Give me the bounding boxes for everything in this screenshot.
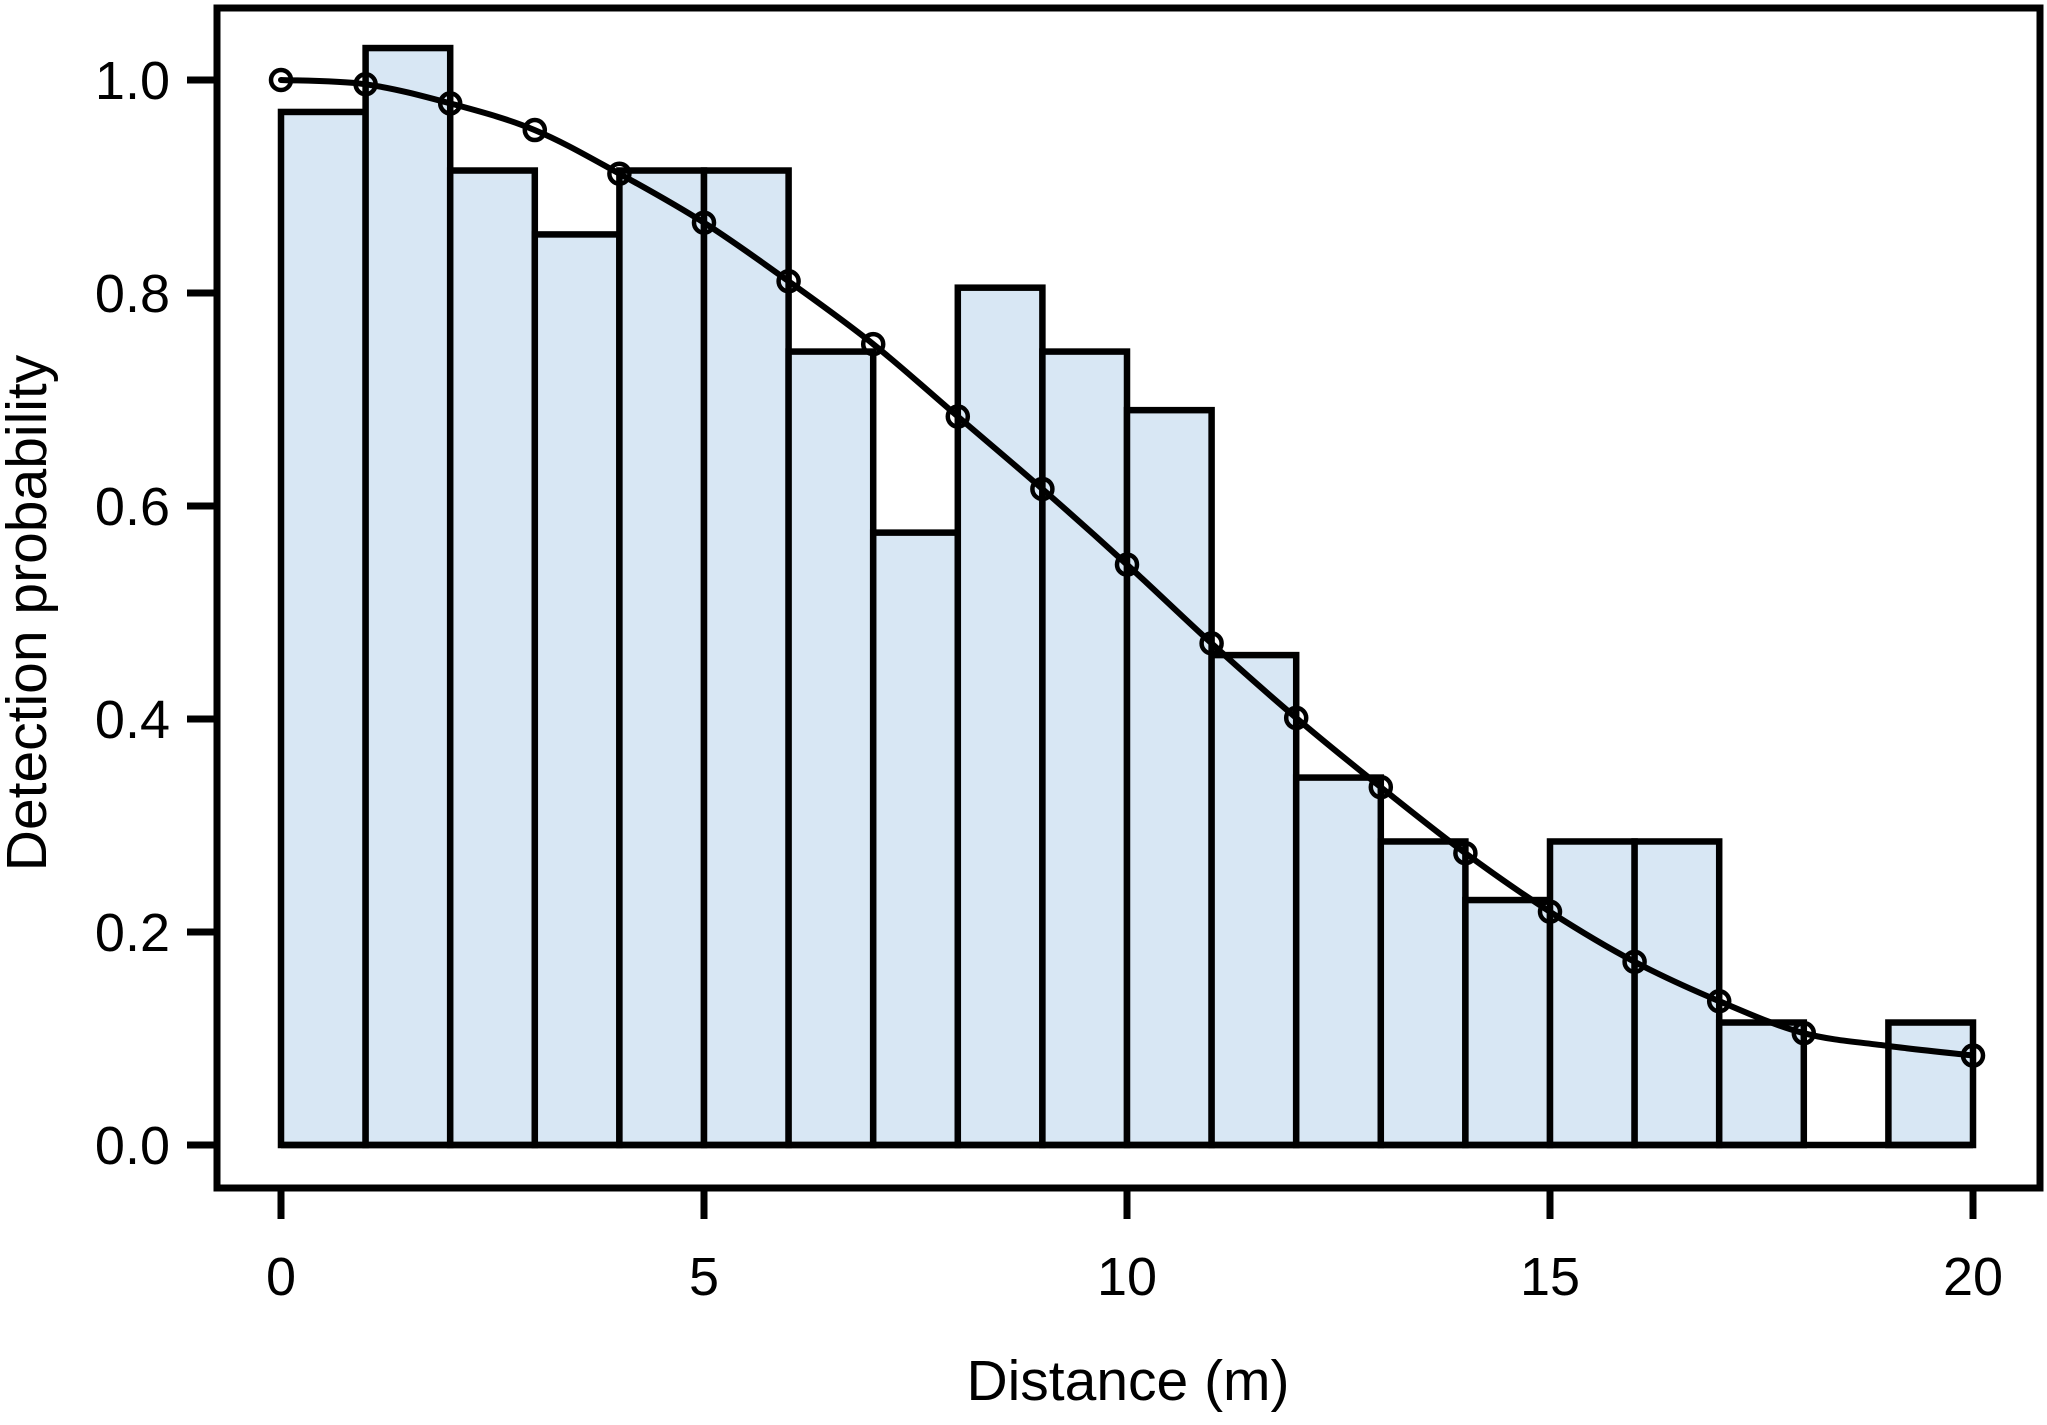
- curve-marker: [268, 67, 294, 93]
- histogram-bar: [1546, 838, 1638, 1149]
- y-axis-title: Detection probability: [0, 354, 59, 871]
- histogram-bar: [1885, 1019, 1977, 1149]
- curve-marker: [1537, 899, 1563, 925]
- histogram-bar: [869, 529, 962, 1149]
- y-tick-label: 0.0: [95, 1116, 170, 1176]
- x-axis-title: Distance (m): [966, 1349, 1289, 1413]
- curve-marker: [522, 117, 548, 143]
- histogram-bar: [1715, 1019, 1808, 1149]
- x-tick-label: 15: [1520, 1247, 1580, 1307]
- curve-marker: [437, 91, 463, 116]
- curve-marker: [1453, 840, 1478, 866]
- curve-marker: [945, 404, 971, 429]
- curve-marker: [1030, 476, 1055, 502]
- curve-marker: [1960, 1043, 1986, 1068]
- y-tick-label: 1.0: [95, 51, 170, 111]
- curve-marker: [776, 269, 801, 294]
- histogram-bar: [446, 167, 539, 1149]
- histogram-bar: [1292, 774, 1385, 1149]
- plot-area: 0 5 10 15 20 0.0 0.2 0.4 0.6 0.8 1.0: [95, 4, 2044, 1307]
- curve-marker: [1283, 705, 1309, 731]
- curve-marker: [1622, 949, 1647, 975]
- y-tick-label: 0.6: [95, 477, 170, 537]
- curve-marker: [860, 331, 886, 357]
- x-tick-label: 10: [1097, 1247, 1157, 1307]
- histogram-bar: [277, 108, 369, 1149]
- curve-marker: [1706, 988, 1732, 1014]
- x-tick-label: 5: [689, 1247, 719, 1307]
- x-tick-label: 20: [1943, 1247, 2003, 1307]
- histogram-bar: [1039, 348, 1131, 1149]
- histogram-bar: [700, 167, 792, 1149]
- detection-curve: [278, 77, 1976, 1059]
- curve-marker: [353, 72, 378, 97]
- histogram-bar: [616, 167, 708, 1149]
- y-tick-label: 0.8: [95, 264, 170, 324]
- histogram-bar: [954, 284, 1046, 1149]
- histogram-bar: [1462, 896, 1554, 1149]
- y-tick-label: 0.4: [95, 690, 170, 750]
- histogram-bar: [1377, 838, 1469, 1149]
- curve-marker: [1114, 552, 1140, 577]
- curve-marker: [1791, 1020, 1817, 1046]
- histogram-bar: [1208, 651, 1300, 1149]
- histogram-bar: [1123, 406, 1215, 1149]
- curve-marker: [691, 210, 717, 235]
- histogram-bar: [531, 231, 623, 1149]
- y-tick-label: 0.2: [95, 903, 170, 963]
- curve-marker: [607, 161, 632, 186]
- x-tick-label: 0: [266, 1247, 296, 1307]
- histogram-bar: [785, 348, 877, 1149]
- histogram-bar: [362, 44, 454, 1149]
- curve-marker: [1199, 631, 1224, 656]
- curve-marker: [1368, 774, 1394, 800]
